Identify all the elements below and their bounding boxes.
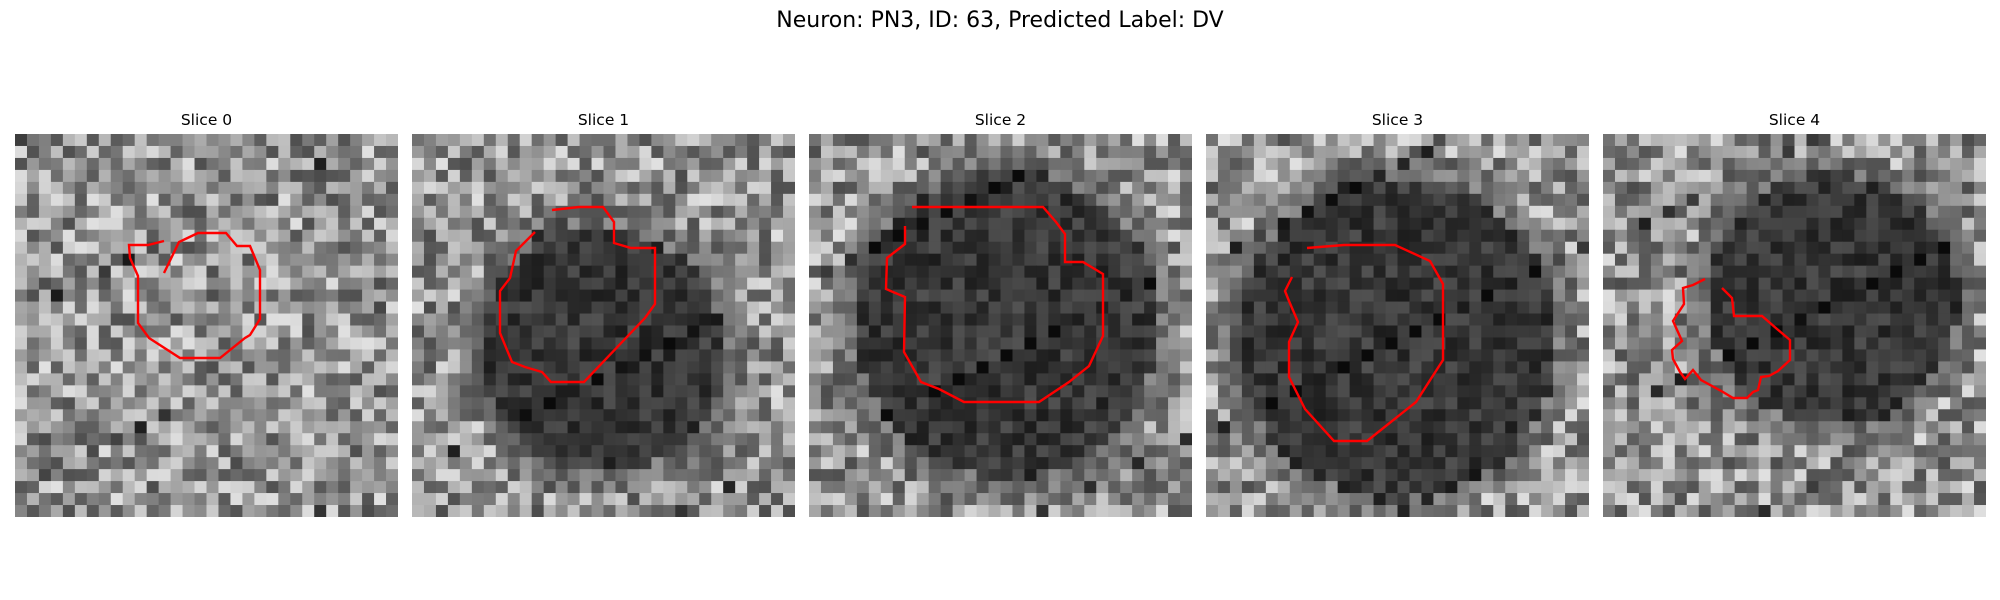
slice-panel-0: Slice 0 (15, 108, 398, 517)
slice-panel-1: Slice 1 (412, 108, 795, 517)
slice-panel-4: Slice 4 (1603, 108, 1986, 517)
slice-panel-3: Slice 3 (1206, 108, 1589, 517)
grayscale-pixels (809, 134, 1192, 517)
roi-contour (1670, 277, 1792, 400)
slice-image (809, 134, 1192, 517)
slice-image (1206, 134, 1589, 517)
slice-title: Slice 0 (180, 111, 233, 129)
roi-contour (127, 231, 262, 360)
slice-title: Slice 4 (1768, 111, 1821, 129)
slice-title: Slice 1 (577, 111, 630, 129)
slice-title: Slice 2 (974, 111, 1027, 129)
slice-panel-2: Slice 2 (809, 108, 1192, 517)
grayscale-pixels (412, 134, 795, 517)
slice-image (412, 134, 795, 517)
slice-image (1603, 134, 1986, 517)
grayscale-pixels (15, 134, 398, 517)
slice-title: Slice 3 (1371, 111, 1424, 129)
roi-contour (498, 205, 657, 384)
figure-title: Neuron: PN3, ID: 63, Predicted Label: DV (776, 8, 1224, 33)
roi-contour (1283, 243, 1445, 443)
grayscale-pixels (1206, 134, 1589, 517)
slice-image (15, 134, 398, 517)
grayscale-pixels (1603, 134, 1986, 517)
roi-contour (884, 205, 1105, 404)
